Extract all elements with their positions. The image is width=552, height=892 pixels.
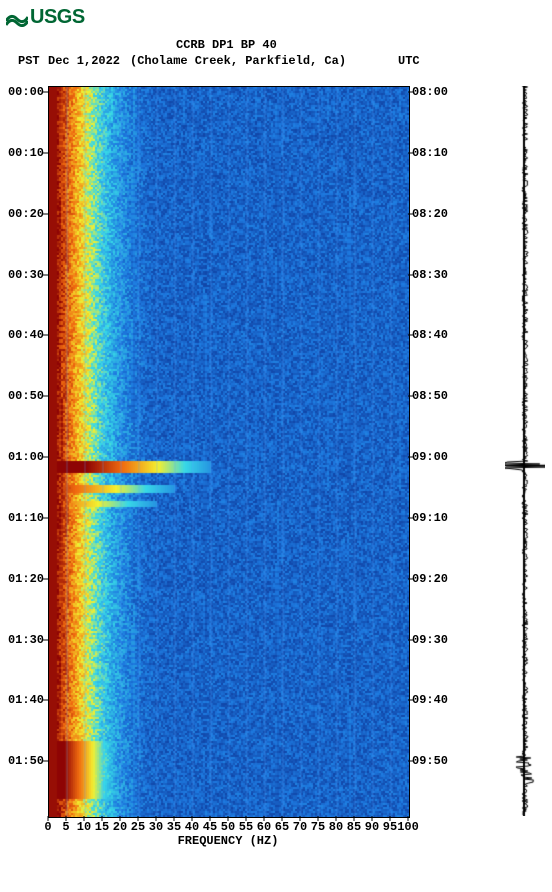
- freq-tick: 95: [383, 820, 397, 834]
- seismogram-canvas: [505, 86, 545, 816]
- time-tick-pst: 00:10: [8, 146, 44, 160]
- time-tick-pst: 01:30: [8, 633, 44, 647]
- time-tick-utc: 08:30: [412, 268, 448, 282]
- usgs-logo: USGS: [6, 6, 85, 29]
- freq-tick: 10: [77, 820, 91, 834]
- time-tick-pst: 00:30: [8, 268, 44, 282]
- freq-tick: 70: [293, 820, 307, 834]
- freq-tick: 5: [62, 820, 69, 834]
- freq-tick: 60: [257, 820, 271, 834]
- x-axis-label: FREQUENCY (HZ): [178, 834, 279, 848]
- freq-tick: 65: [275, 820, 289, 834]
- freq-tick: 90: [365, 820, 379, 834]
- time-tick-pst: 01:10: [8, 511, 44, 525]
- time-tick-pst: 01:40: [8, 693, 44, 707]
- freq-tick: 35: [167, 820, 181, 834]
- time-tick-pst: 01:20: [8, 572, 44, 586]
- time-tick-utc: 09:50: [412, 754, 448, 768]
- freq-tick: 45: [203, 820, 217, 834]
- date-label: Dec 1,2022: [48, 54, 120, 68]
- freq-tick: 50: [221, 820, 235, 834]
- time-tick-utc: 08:50: [412, 389, 448, 403]
- usgs-wave-icon: [6, 9, 28, 27]
- freq-tick: 100: [397, 820, 419, 834]
- time-tick-utc: 08:10: [412, 146, 448, 160]
- time-tick-pst: 01:50: [8, 754, 44, 768]
- spectrogram-plot: 00:0000:1000:2000:3000:4000:5001:0001:10…: [48, 86, 408, 816]
- freq-tick: 40: [185, 820, 199, 834]
- time-tick-utc: 09:30: [412, 633, 448, 647]
- time-tick-utc: 09:00: [412, 450, 448, 464]
- time-tick-pst: 00:20: [8, 207, 44, 221]
- freq-tick: 0: [44, 820, 51, 834]
- time-tick-utc: 08:20: [412, 207, 448, 221]
- freq-tick: 20: [113, 820, 127, 834]
- timezone-right-label: UTC: [398, 54, 420, 68]
- location-label: (Cholame Creek, Parkfield, Ca): [130, 54, 346, 68]
- freq-tick: 30: [149, 820, 163, 834]
- spectrogram-canvas: [48, 86, 410, 818]
- usgs-logo-text: USGS: [30, 6, 85, 29]
- freq-tick: 85: [347, 820, 361, 834]
- chart-title: CCRB DP1 BP 40: [176, 38, 277, 52]
- time-tick-utc: 08:00: [412, 85, 448, 99]
- freq-tick: 80: [329, 820, 343, 834]
- time-tick-utc: 09:20: [412, 572, 448, 586]
- freq-tick: 25: [131, 820, 145, 834]
- time-tick-utc: 08:40: [412, 328, 448, 342]
- time-tick-utc: 09:10: [412, 511, 448, 525]
- time-tick-pst: 00:40: [8, 328, 44, 342]
- time-tick-pst: 01:00: [8, 450, 44, 464]
- time-tick-pst: 00:00: [8, 85, 44, 99]
- timezone-left-label: PST: [18, 54, 40, 68]
- freq-tick: 75: [311, 820, 325, 834]
- freq-tick: 15: [95, 820, 109, 834]
- time-tick-utc: 09:40: [412, 693, 448, 707]
- time-tick-pst: 00:50: [8, 389, 44, 403]
- freq-tick: 55: [239, 820, 253, 834]
- seismogram-trace: [505, 86, 545, 816]
